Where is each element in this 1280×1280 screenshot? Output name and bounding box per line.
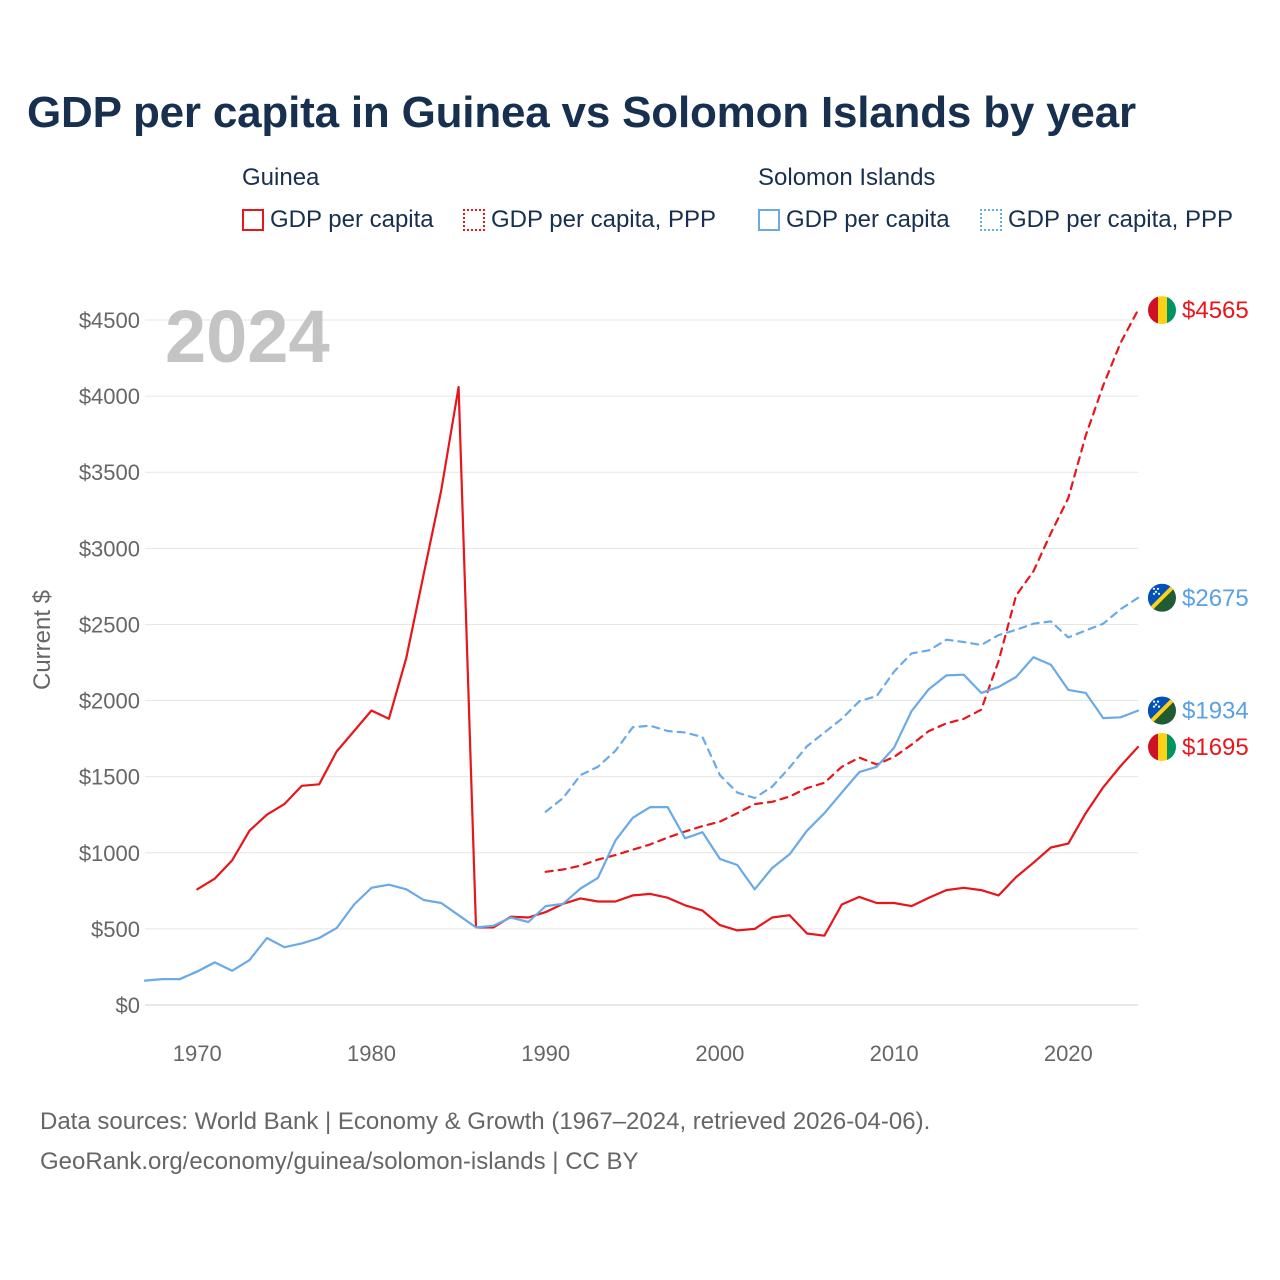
- legend-swatch-dotted: [463, 209, 485, 231]
- series-layer: [143, 309, 1140, 982]
- solomon-islands-flag-icon: [1148, 696, 1176, 725]
- x-tick-label: 1970: [173, 1041, 222, 1066]
- footer-sources: Data sources: World Bank | Economy & Gro…: [40, 1108, 931, 1135]
- legend-swatch-solid: [242, 209, 264, 231]
- series-line-guinea-gdp-per-capita-ppp: [544, 309, 1140, 873]
- y-tick-label: $2000: [79, 689, 140, 714]
- legend-item-solomon-ppp[interactable]: GDP per capita, PPP: [980, 206, 1233, 234]
- end-value-label: $2675: [1182, 585, 1249, 612]
- guinea-flag-icon: [1148, 732, 1176, 761]
- legend-label: GDP per capita, PPP: [491, 206, 716, 233]
- end-value-label: $4565: [1182, 297, 1249, 324]
- legend-swatch-solid: [758, 209, 780, 231]
- y-tick-label: $0: [116, 993, 140, 1018]
- x-tick-label: 1990: [521, 1041, 570, 1066]
- end-value-label: $1695: [1182, 734, 1249, 761]
- y-tick-label: $1000: [79, 841, 140, 866]
- x-tick-label: 2010: [870, 1041, 919, 1066]
- series-line-solomon-islands-gdp-per-capita-ppp: [544, 596, 1140, 813]
- end-value-label: $1934: [1182, 698, 1249, 725]
- y-tick-label: $4000: [79, 384, 140, 409]
- solomon-islands-flag-icon: [1148, 583, 1176, 612]
- year-watermark: 2024: [165, 295, 330, 378]
- endpoint-layer: $1695 $4565 $1934 $2675: [1148, 296, 1249, 761]
- x-tick-label: 1980: [347, 1041, 396, 1066]
- legend-item-guinea-ppp[interactable]: GDP per capita, PPP: [463, 206, 716, 234]
- axes-layer: $0 $500 $1000 $1500 $2000 $2500 $3000 $3500 $400…: [79, 308, 1093, 1066]
- series-line-solomon-islands-gdp-per-capita-gap-connector-: [178, 961, 216, 981]
- y-tick-label: $3000: [79, 536, 140, 561]
- guinea-flag-icon: [1148, 296, 1176, 325]
- x-tick-label: 2000: [695, 1041, 744, 1066]
- y-axis-title: Current $: [29, 590, 56, 690]
- series-line-guinea-gdp-per-capita: [196, 385, 1140, 937]
- legend-swatch-dotted: [980, 209, 1002, 231]
- x-tick-label: 2020: [1044, 1041, 1093, 1066]
- y-tick-label: $3500: [79, 460, 140, 485]
- series-line-solomon-islands-gdp-per-capita: [143, 656, 1140, 982]
- legend-label: GDP per capita, PPP: [1008, 206, 1233, 233]
- footer-link[interactable]: GeoRank.org/economy/guinea/solomon-islan…: [40, 1148, 639, 1175]
- page-title: GDP per capita in Guinea vs Solomon Isla…: [27, 88, 1136, 137]
- legend-group-guinea: Guinea: [242, 164, 320, 191]
- y-tick-label: $4500: [79, 308, 140, 333]
- y-tick-label: $2500: [79, 612, 140, 637]
- legend-label: GDP per capita: [270, 206, 434, 233]
- legend-item-solomon-gdp[interactable]: GDP per capita: [758, 206, 950, 234]
- legend-label: GDP per capita: [786, 206, 950, 233]
- legend-group-solomon-islands: Solomon Islands: [758, 164, 936, 191]
- grid-layer: [145, 319, 1138, 1006]
- y-tick-label: $500: [91, 917, 140, 942]
- y-tick-label: $1500: [79, 765, 140, 790]
- legend-item-guinea-gdp[interactable]: GDP per capita: [242, 206, 434, 234]
